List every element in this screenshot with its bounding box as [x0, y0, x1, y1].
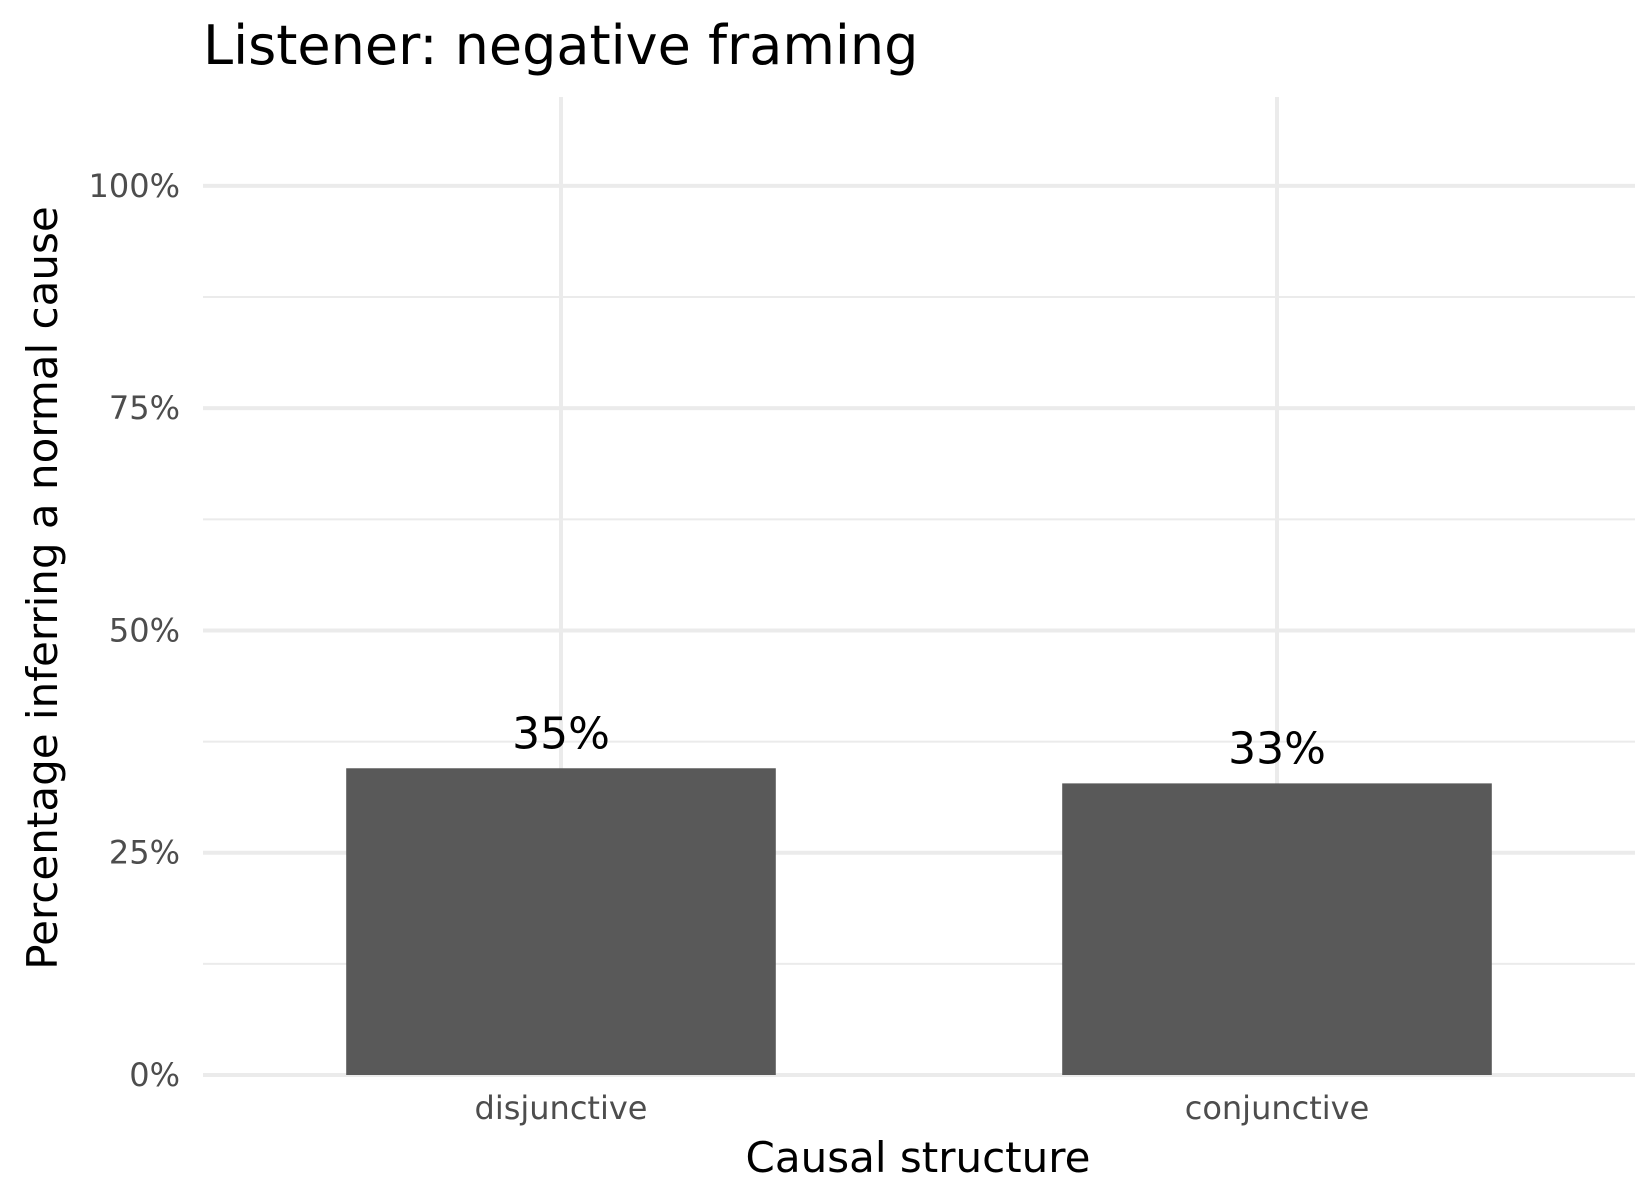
bar-disjunctive [346, 768, 776, 1075]
bar-value-label: 33% [1228, 723, 1326, 774]
x-tick-label: conjunctive [1185, 1089, 1370, 1127]
bar-value-label: 35% [512, 708, 610, 759]
y-tick-label: 25% [109, 834, 180, 872]
y-tick-label: 0% [129, 1056, 180, 1094]
y-axis-title: Percentage inferring a normal cause [18, 206, 67, 969]
y-axis-ticks: 0% 25% 50% 75% 100% [89, 167, 180, 1094]
x-axis-title: Causal structure [746, 1133, 1091, 1182]
y-tick-label: 100% [89, 167, 180, 205]
y-tick-label: 50% [109, 611, 180, 649]
bar-conjunctive [1062, 783, 1492, 1075]
x-tick-label: disjunctive [475, 1089, 648, 1127]
chart-title: Listener: negative framing [203, 14, 918, 77]
y-tick-label: 75% [109, 389, 180, 427]
bars: 35% 33% [346, 708, 1492, 1075]
x-axis-ticks: disjunctive conjunctive [475, 1089, 1370, 1127]
